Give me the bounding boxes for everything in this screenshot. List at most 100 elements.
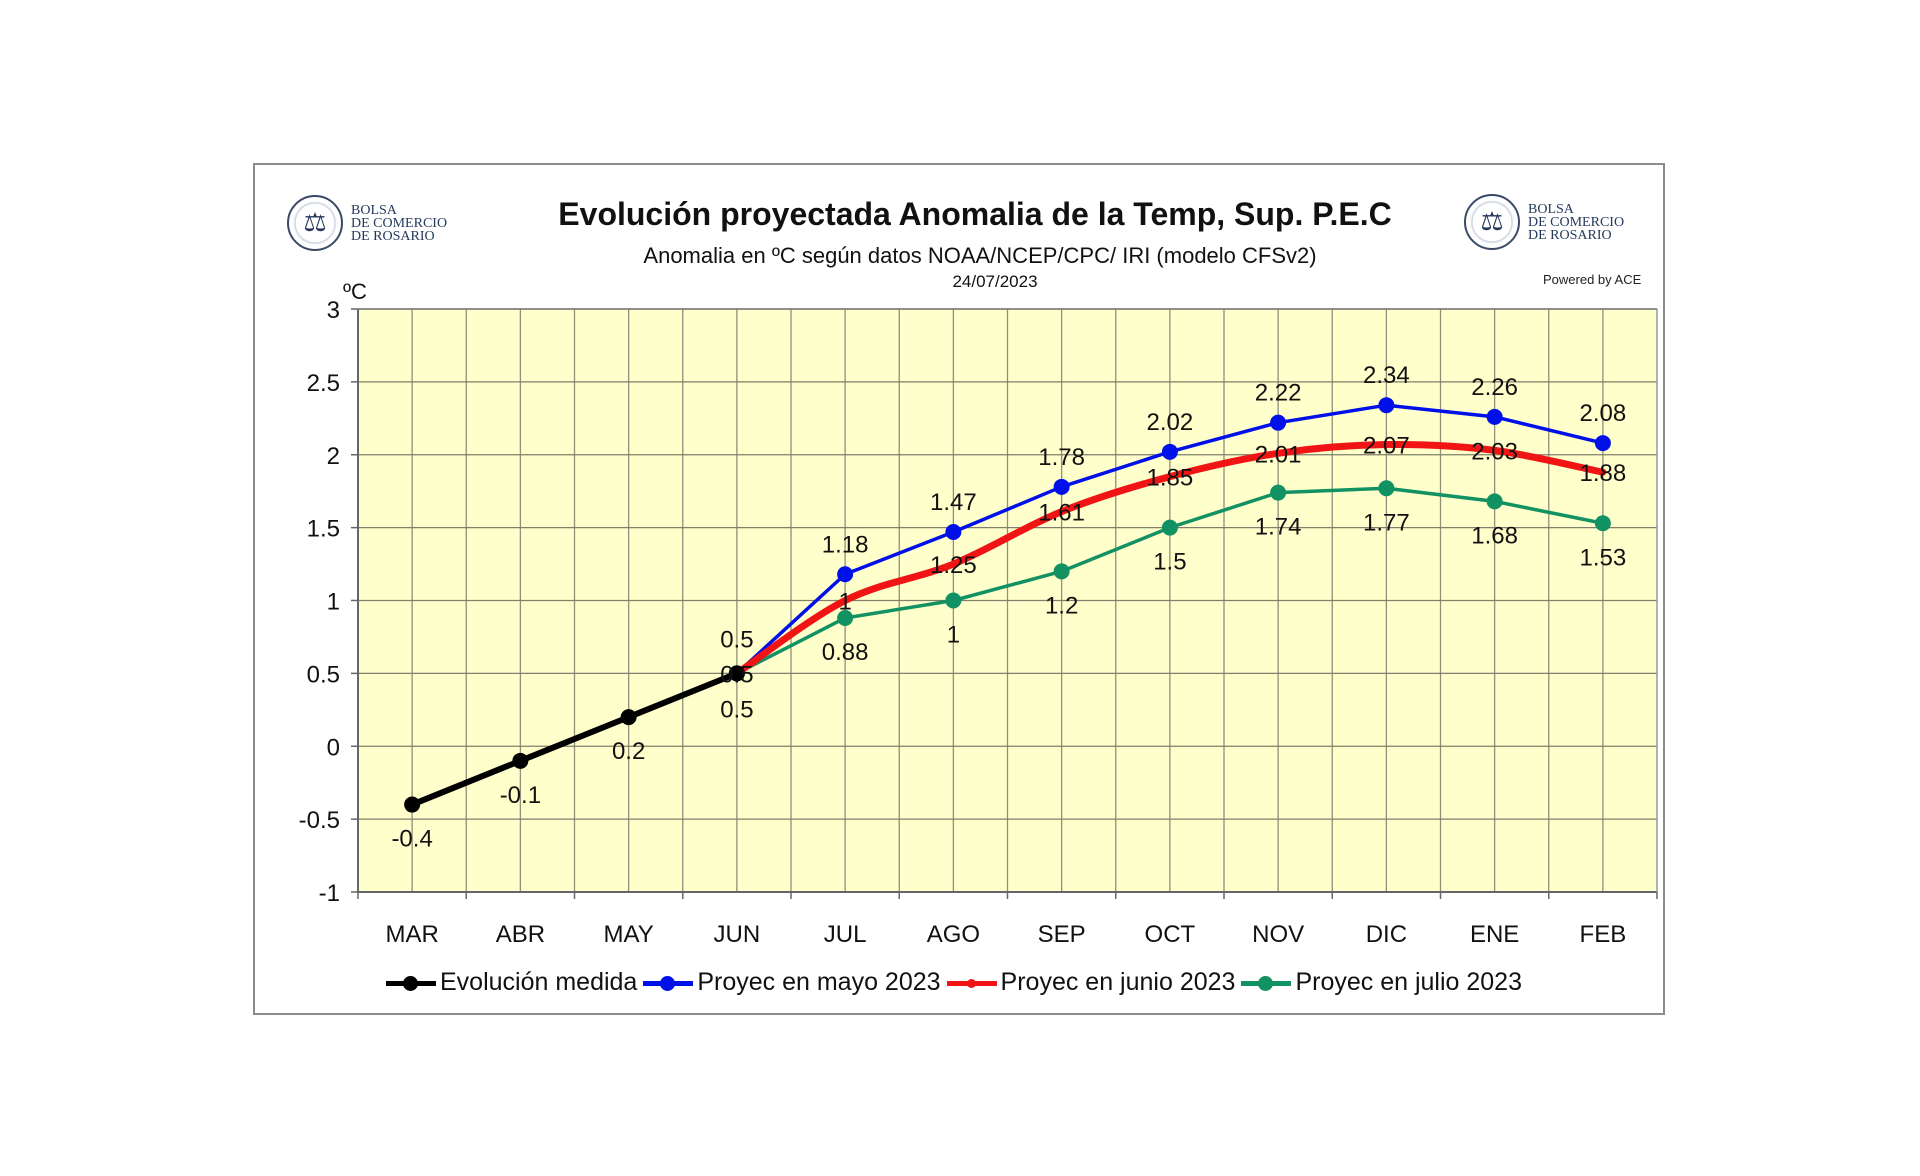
- data-label: 1.18: [822, 531, 869, 558]
- legend-label: Proyec en junio 2023: [1000, 968, 1236, 996]
- data-label: -0.1: [500, 782, 541, 809]
- data-label: -0.4: [391, 826, 432, 853]
- data-label: 1.88: [1580, 460, 1627, 487]
- legend-swatch: [643, 973, 694, 993]
- legend-label: Proyec en mayo 2023: [697, 968, 941, 996]
- bcr-logo-left: BOLSA DE COMERCIO DE ROSARIO: [287, 195, 447, 251]
- chart-title: Evolución proyectada Anomalia de la Temp…: [558, 196, 1392, 232]
- data-label: 0.5: [720, 661, 753, 688]
- data-point-series-4: [837, 609, 854, 626]
- legend: Evolución medida Proyec en mayo 2023 Proye…: [386, 968, 1528, 997]
- data-label: 1.61: [1038, 500, 1085, 527]
- x-tick-label: NOV: [1252, 921, 1304, 948]
- data-label: 2.08: [1580, 400, 1627, 427]
- legend-label: Proyec en julio 2023: [1295, 968, 1522, 996]
- y-tick-label: 1: [327, 589, 340, 616]
- data-label: 1.47: [930, 489, 977, 516]
- y-tick-label: 2: [327, 443, 340, 470]
- axes: [351, 308, 1658, 899]
- data-point-series-4: [1270, 484, 1287, 501]
- series-markers: [404, 397, 1611, 813]
- data-label: 1: [947, 622, 960, 649]
- data-point-series-2: [1486, 408, 1503, 425]
- legend-label: Evolución medida: [440, 968, 638, 996]
- data-label: 1.5: [1153, 549, 1186, 576]
- data-label: 1.25: [930, 552, 977, 579]
- x-tick-label: MAY: [604, 921, 654, 948]
- data-point-series-1: [404, 796, 421, 813]
- data-label: 1: [838, 589, 851, 616]
- data-label: 2.02: [1147, 409, 1194, 436]
- data-point-series-4: [1378, 480, 1395, 497]
- data-point-series-4: [1053, 563, 1070, 580]
- x-tick-label: JUL: [824, 921, 867, 948]
- logo-line-1: BOLSA: [1528, 201, 1574, 217]
- x-tick-label: ENE: [1470, 921, 1519, 948]
- y-tick-label: 2.5: [307, 370, 340, 397]
- data-point-series-4: [1161, 519, 1178, 536]
- data-point-series-2: [1270, 414, 1287, 431]
- logo-line-2: DE COMERCIO: [351, 215, 448, 231]
- data-label: 0.5: [720, 696, 753, 723]
- x-tick-label: ABR: [496, 921, 545, 948]
- bcr-seal-icon: [1464, 194, 1520, 250]
- chart-subtitle: Anomalia en ºC según datos NOAA/NCEP/CPC…: [643, 243, 1317, 268]
- data-point-series-4: [1594, 515, 1611, 532]
- legend-item: Proyec en julio 2023: [1241, 968, 1522, 997]
- data-label: 0.2: [612, 738, 645, 765]
- legend-marker: [1258, 975, 1274, 991]
- legend-swatch: [386, 973, 436, 993]
- data-point-series-2: [1053, 478, 1070, 495]
- bcr-logo-right: BOLSA DE COMERCIO DE ROSARIO: [1464, 194, 1624, 250]
- y-axis-unit-label: ºC: [343, 279, 367, 304]
- powered-by-label: Powered by ACE: [1543, 272, 1642, 287]
- data-label: 2.01: [1255, 441, 1302, 468]
- legend-marker: [966, 978, 976, 988]
- x-tick-label: FEB: [1580, 921, 1627, 948]
- data-label: 2.03: [1471, 438, 1518, 465]
- y-tick-label: 1.5: [307, 516, 340, 543]
- logo-line-3: DE ROSARIO: [1528, 227, 1612, 243]
- data-label: 2.22: [1255, 380, 1302, 407]
- data-label: 2.26: [1471, 374, 1518, 401]
- data-label: 1.85: [1147, 465, 1194, 492]
- legend-item: Proyec en junio 2023: [946, 968, 1236, 997]
- logo-line-2: DE COMERCIO: [1528, 214, 1625, 230]
- x-tick-label: DIC: [1366, 921, 1407, 948]
- data-point-series-2: [945, 523, 962, 540]
- data-point-series-4: [945, 592, 962, 609]
- series-line-1: [409, 670, 740, 808]
- data-point-series-1: [728, 665, 745, 682]
- x-tick-label: OCT: [1145, 921, 1196, 948]
- data-point-series-1: [512, 752, 529, 769]
- x-tick-label: SEP: [1038, 921, 1086, 948]
- data-point-series-2: [1594, 435, 1611, 452]
- data-label: 2.34: [1363, 362, 1410, 389]
- legend-marker: [660, 975, 676, 991]
- y-tick-label: -1: [319, 880, 340, 907]
- data-point-series-2: [1161, 443, 1178, 460]
- logo-line-1: BOLSA: [351, 202, 397, 218]
- x-tick-label: MAR: [385, 921, 438, 948]
- bcr-seal-icon: [287, 195, 343, 251]
- x-tick-label: JUN: [714, 921, 761, 948]
- x-tick-labels: MAR ABR MAY JUN JUL AGO SEP OCT NOV DIC ENE FEB: [385, 921, 1626, 948]
- y-tick-label: 0.5: [307, 661, 340, 688]
- legend-item: Proyec en mayo 2023: [643, 968, 941, 997]
- logo-text: BOLSA DE COMERCIO DE ROSARIO: [351, 202, 448, 244]
- data-label: 0.88: [822, 639, 869, 666]
- legend-swatch: [946, 973, 997, 993]
- data-label: 1.68: [1471, 522, 1518, 549]
- legend-swatch: [1241, 973, 1292, 993]
- chart-date: 24/07/2023: [952, 272, 1038, 291]
- y-tick-label: 0: [327, 734, 340, 761]
- data-label: 0.5: [720, 626, 753, 653]
- data-point-series-2: [837, 566, 854, 583]
- logo-line-3: DE ROSARIO: [351, 228, 435, 244]
- legend-marker: [403, 975, 418, 991]
- y-tick-label: 3: [327, 297, 340, 324]
- legend-item: Evolución medida: [386, 968, 637, 997]
- data-label: 1.77: [1363, 509, 1410, 536]
- series-line-3: [733, 440, 1607, 677]
